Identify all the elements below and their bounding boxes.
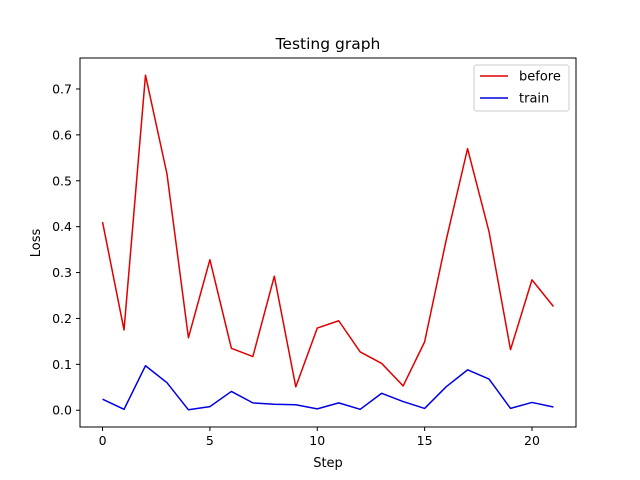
- plot-area: [101, 74, 555, 411]
- y-tick-label: 0.6: [52, 127, 72, 142]
- x-axis-ticks: 0 5 10 15 20: [99, 427, 540, 448]
- series-line-before: [101, 74, 555, 388]
- y-tick-label: 0.3: [52, 265, 72, 280]
- y-axis-label: Loss: [29, 229, 44, 258]
- y-tick-label: 0.4: [52, 219, 72, 234]
- legend-label-train: train: [519, 92, 549, 107]
- x-axis-label: Step: [313, 456, 343, 471]
- chart-title: Testing graph: [275, 35, 381, 53]
- x-tick-label: 20: [524, 433, 540, 448]
- x-tick-label: 5: [206, 433, 214, 448]
- y-tick-label: 0.1: [52, 357, 72, 372]
- y-tick-label: 0.5: [52, 173, 72, 188]
- y-tick-label: 0.0: [52, 403, 72, 418]
- x-tick-label: 10: [309, 433, 325, 448]
- legend: before train: [473, 64, 570, 112]
- axes-frame: [79, 57, 577, 428]
- x-tick-label: 15: [417, 433, 433, 448]
- y-axis-ticks: 0.0 0.1 0.2 0.3 0.4 0.5 0.6 0.7: [52, 81, 80, 418]
- x-tick-label: 0: [99, 433, 107, 448]
- series-line-train: [102, 364, 554, 411]
- legend-label-before: before: [519, 70, 561, 85]
- y-tick-label: 0.7: [52, 81, 72, 96]
- y-tick-label: 0.2: [52, 311, 72, 326]
